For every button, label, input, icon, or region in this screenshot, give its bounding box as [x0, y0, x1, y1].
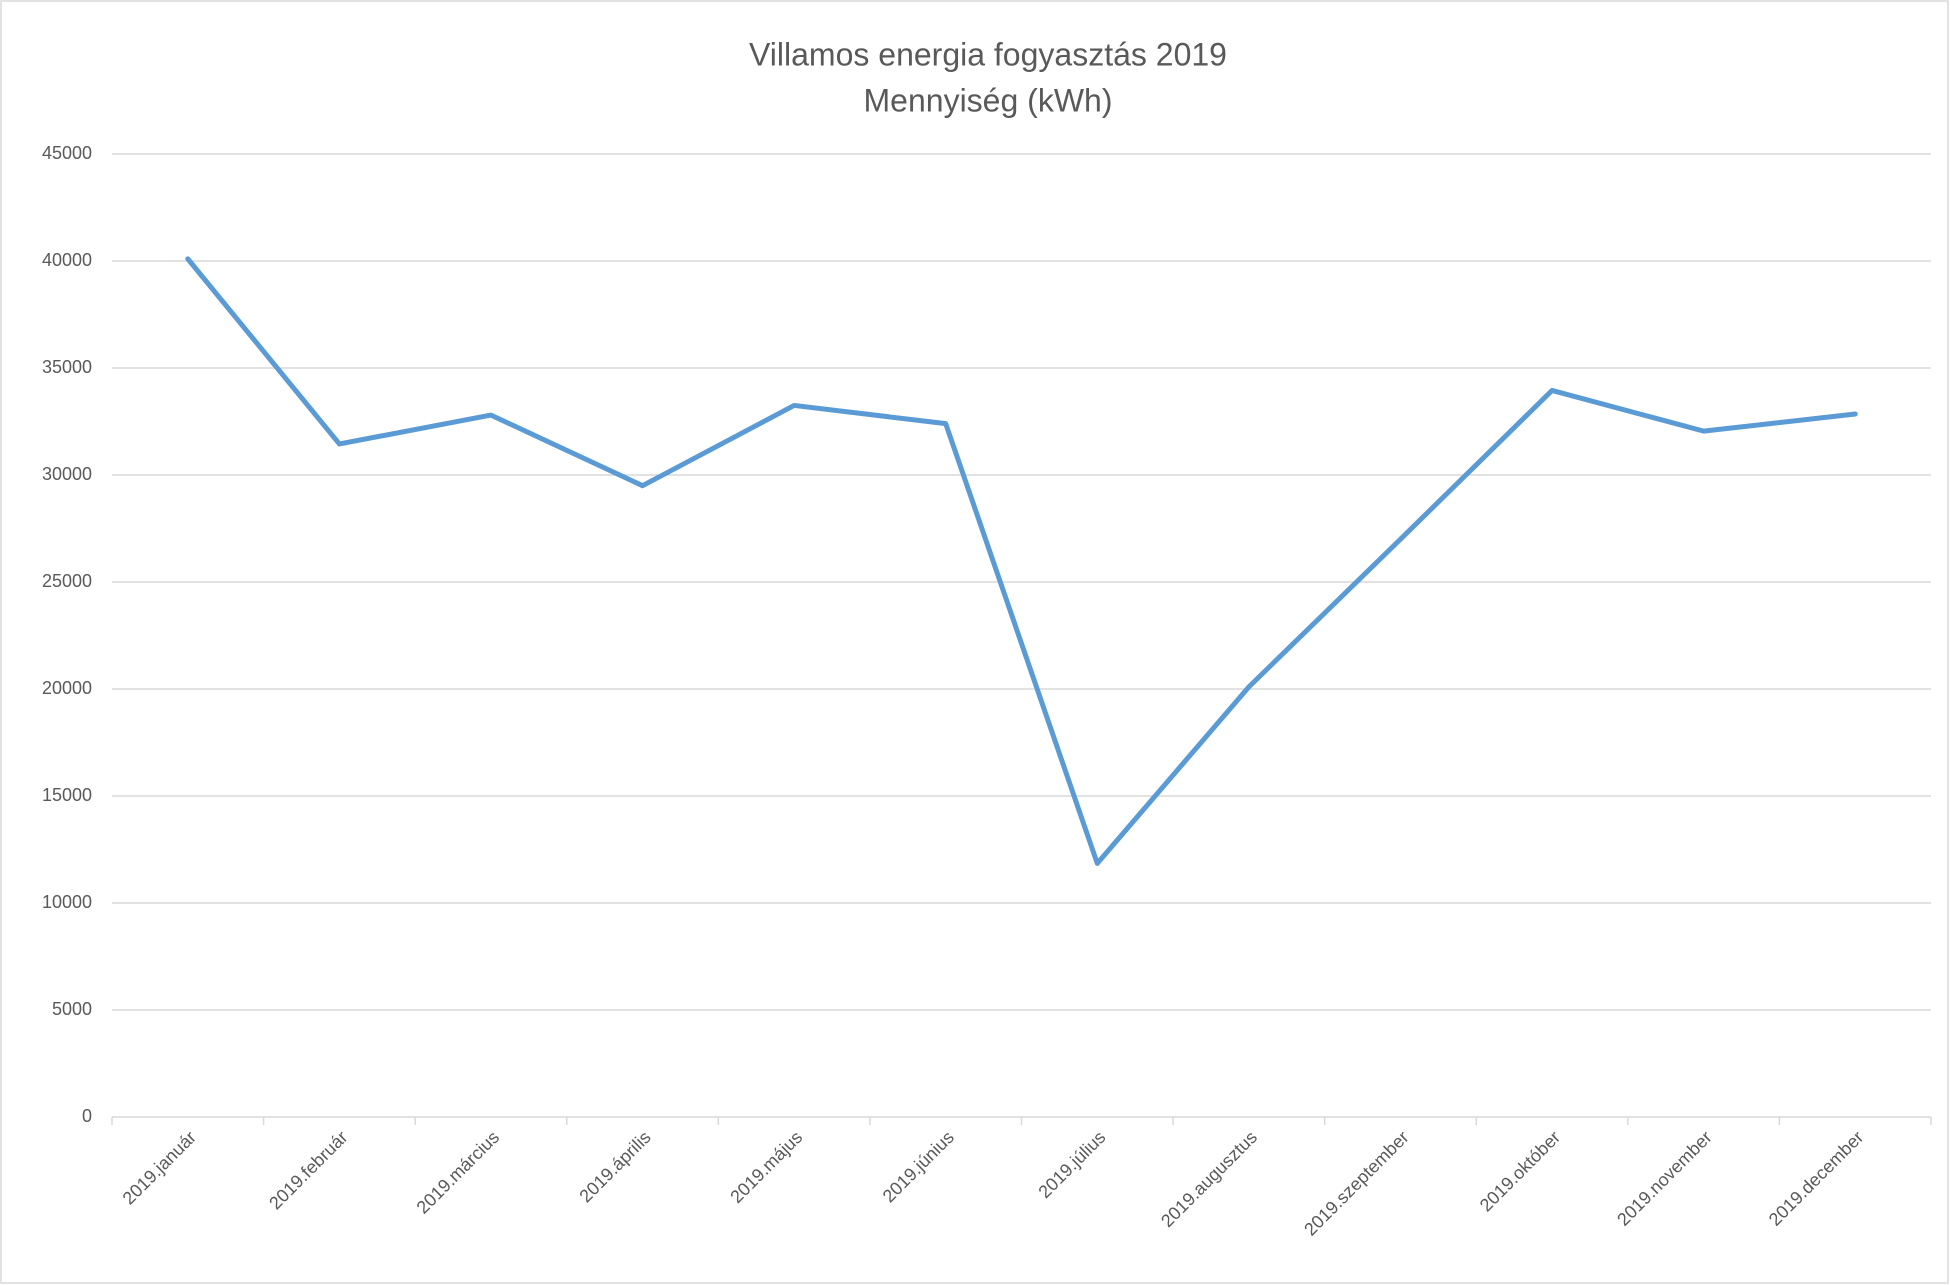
chart-subtitle: Mennyiség (kWh) — [864, 82, 1113, 118]
y-tick-label: 40000 — [42, 250, 92, 270]
y-tick-label: 10000 — [42, 892, 92, 912]
y-tick-label: 35000 — [42, 357, 92, 377]
y-tick-label: 20000 — [42, 678, 92, 698]
y-tick-label: 30000 — [42, 464, 92, 484]
y-tick-label: 5000 — [52, 999, 92, 1019]
y-tick-label: 25000 — [42, 571, 92, 591]
chart-title: Villamos energia fogyasztás 2019 — [749, 36, 1227, 72]
y-tick-label: 15000 — [42, 785, 92, 805]
y-tick-label: 0 — [82, 1106, 92, 1126]
data-line — [185, 256, 1858, 866]
y-tick-label: 45000 — [42, 143, 92, 163]
